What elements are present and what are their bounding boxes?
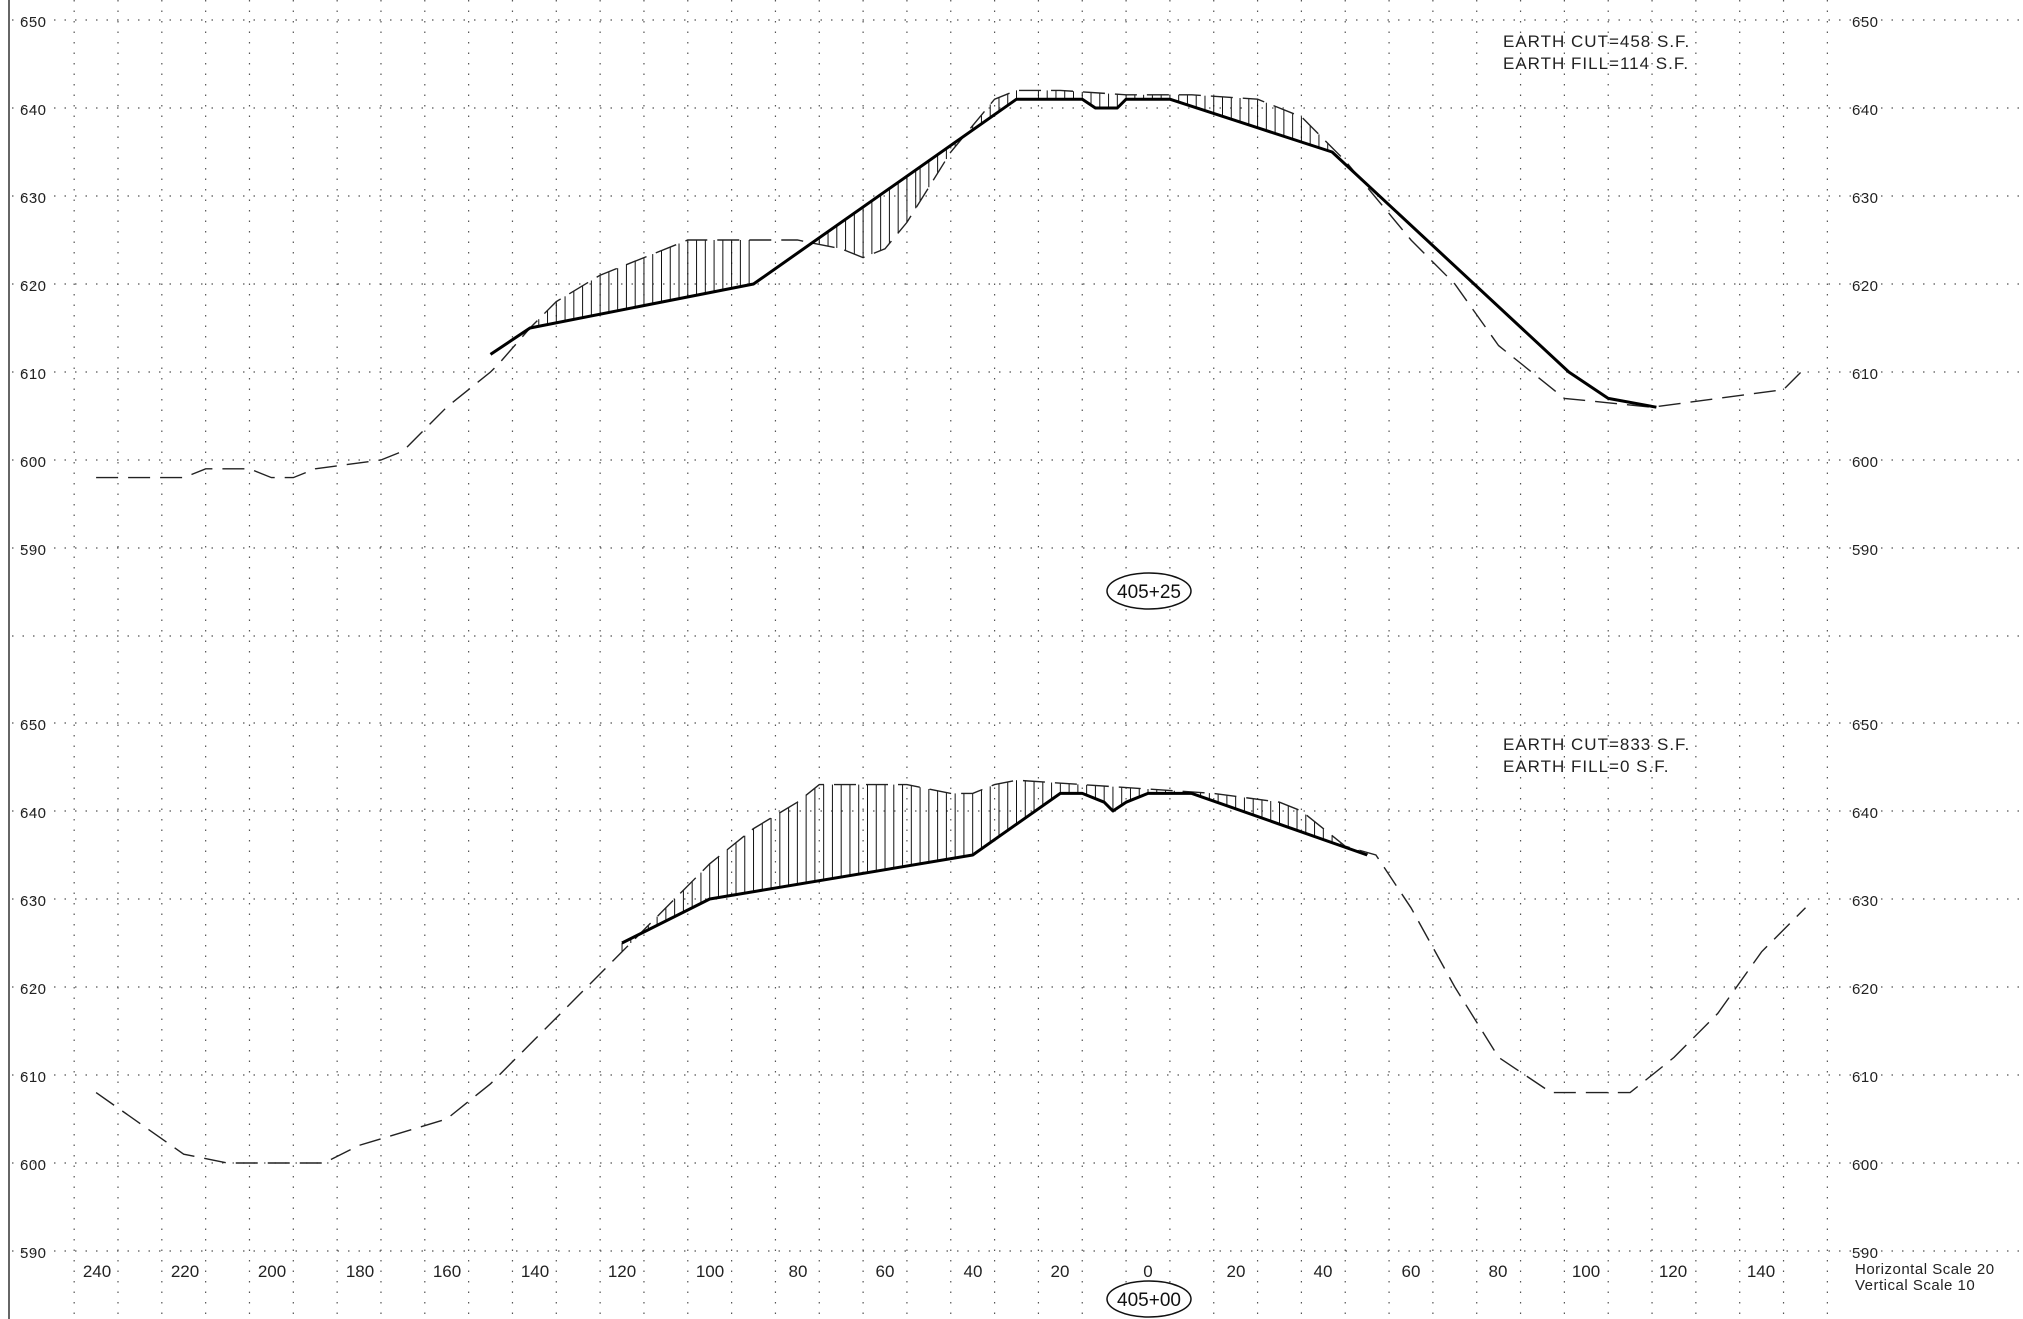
elevation-label: 630 <box>20 190 47 207</box>
offset-label: 0 <box>1143 1262 1152 1281</box>
offset-label: 80 <box>1489 1262 1508 1281</box>
offset-label: 140 <box>1747 1262 1775 1281</box>
station-label: 405+00 <box>1117 1290 1181 1311</box>
offset-label: 40 <box>964 1262 983 1281</box>
station-oval <box>1106 572 1192 610</box>
section-upper: 650 640 630 620 610 600 590 650 640 630 … <box>20 14 1879 610</box>
station-oval <box>1106 1280 1192 1318</box>
offset-label: 220 <box>171 1262 199 1281</box>
offset-label: 20 <box>1227 1262 1246 1281</box>
offset-label: 80 <box>789 1262 808 1281</box>
elevation-labels-upper-right: 650 640 630 620 610 600 590 <box>1852 14 1879 559</box>
elevation-label: 610 <box>1852 1069 1879 1086</box>
elevation-label: 600 <box>1852 454 1879 471</box>
offset-labels: 240 220 200 180 160 140 120 100 80 60 40… <box>83 1262 1775 1281</box>
elevation-label: 630 <box>20 893 47 910</box>
station-label: 405+25 <box>1117 582 1181 603</box>
elevation-label: 640 <box>20 102 47 119</box>
elevation-label: 640 <box>1852 102 1879 119</box>
elevation-labels-lower-right: 650 640 630 620 610 600 590 <box>1852 717 1879 1262</box>
elevation-label: 590 <box>20 1245 47 1262</box>
elevation-labels-lower-left: 650 640 630 620 610 600 590 <box>20 717 47 1262</box>
vertical-scale-note: Vertical Scale 10 <box>1855 1277 1975 1294</box>
earth-fill-note: EARTH FILL=114 S.F. <box>1503 54 1689 73</box>
offset-label: 60 <box>876 1262 895 1281</box>
elevation-label: 590 <box>20 542 47 559</box>
elevation-label: 610 <box>20 1069 47 1086</box>
section-lower: 650 640 630 620 610 600 590 650 640 630 … <box>20 717 1879 1318</box>
horizontal-scale-note: Horizontal Scale 20 <box>1855 1261 1995 1278</box>
existing-ground-line <box>96 89 1806 479</box>
elevation-label: 600 <box>1852 1157 1879 1174</box>
offset-label: 40 <box>1314 1262 1333 1281</box>
elevation-labels-upper-left: 650 640 630 620 610 600 590 <box>20 14 47 559</box>
offset-label: 140 <box>521 1262 549 1281</box>
offset-label: 200 <box>258 1262 286 1281</box>
offset-label: 100 <box>1572 1262 1600 1281</box>
elevation-label: 610 <box>20 366 47 383</box>
profiles <box>95 89 1806 1164</box>
elevation-label: 610 <box>1852 366 1879 383</box>
earth-cut-note: EARTH CUT=458 S.F. <box>1503 32 1690 51</box>
design-section-line <box>621 791 1368 945</box>
elevation-label: 600 <box>20 454 47 471</box>
grid-lines <box>12 0 2020 1319</box>
elevation-label: 620 <box>20 981 47 998</box>
elevation-label: 650 <box>20 14 47 31</box>
design-section-line <box>489 97 1657 409</box>
offset-label: 180 <box>346 1262 374 1281</box>
elevation-label: 650 <box>20 717 47 734</box>
offset-label: 60 <box>1402 1262 1421 1281</box>
elevation-label: 590 <box>1852 1245 1879 1262</box>
offset-label: 160 <box>433 1262 461 1281</box>
elevation-label: 620 <box>1852 278 1879 295</box>
elevation-label: 620 <box>1852 981 1879 998</box>
elevation-label: 600 <box>20 1157 47 1174</box>
offset-label: 100 <box>696 1262 724 1281</box>
elevation-label: 620 <box>20 278 47 295</box>
elevation-label: 630 <box>1852 190 1879 207</box>
elevation-label: 590 <box>1852 542 1879 559</box>
elevation-label: 640 <box>20 805 47 822</box>
elevation-label: 650 <box>1852 717 1879 734</box>
elevation-label: 650 <box>1852 14 1879 31</box>
offset-label: 120 <box>1659 1262 1687 1281</box>
offset-label: 120 <box>608 1262 636 1281</box>
offset-label: 20 <box>1051 1262 1070 1281</box>
earth-cut-note: EARTH CUT=833 S.F. <box>1503 735 1690 754</box>
elevation-label: 630 <box>1852 893 1879 910</box>
elevation-label: 640 <box>1852 805 1879 822</box>
existing-ground-line <box>95 779 1806 1164</box>
cut-fill-hatching <box>538 90 1368 952</box>
offset-label: 240 <box>83 1262 111 1281</box>
earth-fill-note: EARTH FILL=0 S.F. <box>1503 757 1669 776</box>
